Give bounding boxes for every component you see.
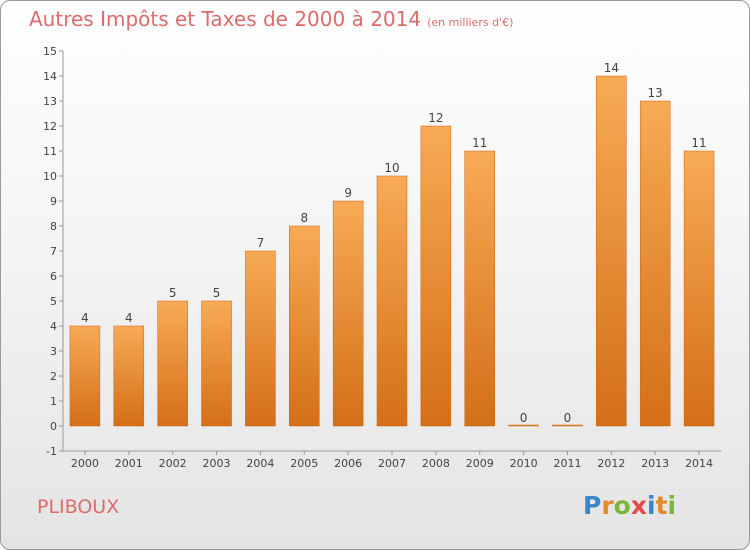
y-tick-label: 6 bbox=[50, 270, 57, 283]
y-tick-label: 9 bbox=[50, 195, 57, 208]
logo-letter: x bbox=[630, 491, 647, 520]
x-tick-label: 2005 bbox=[290, 457, 318, 470]
location-name: PLIBOUX bbox=[37, 496, 120, 518]
data-label: 5 bbox=[169, 286, 177, 300]
data-label: 12 bbox=[428, 111, 443, 125]
y-tick-label: 8 bbox=[50, 220, 57, 233]
y-tick-label: 1 bbox=[50, 395, 57, 408]
bar-2013 bbox=[639, 100, 671, 427]
x-tick-label: 2007 bbox=[378, 457, 406, 470]
y-tick-label: 0 bbox=[50, 420, 57, 433]
x-tick-label: 2008 bbox=[422, 457, 450, 470]
x-tick-label: 2011 bbox=[553, 457, 581, 470]
x-tick-label: 2001 bbox=[115, 457, 143, 470]
data-label: 14 bbox=[604, 61, 619, 75]
y-tick-label: 10 bbox=[43, 170, 57, 183]
data-label: 7 bbox=[257, 236, 265, 250]
x-tick-label: 2000 bbox=[71, 457, 99, 470]
bar-2000 bbox=[69, 325, 101, 427]
bar-2007 bbox=[376, 175, 408, 427]
y-tick-label: 3 bbox=[50, 345, 57, 358]
data-label: 4 bbox=[125, 311, 133, 325]
x-tick-label: 2010 bbox=[510, 457, 538, 470]
bar-2014 bbox=[683, 150, 715, 427]
proxiti-logo: Proxiti bbox=[583, 491, 676, 520]
data-label: 0 bbox=[520, 411, 528, 425]
chart-title: Autres Impôts et Taxes de 2000 à 2014 (en… bbox=[29, 7, 513, 31]
bar-2005 bbox=[289, 225, 320, 427]
bar-2009 bbox=[464, 150, 495, 427]
data-label: 11 bbox=[472, 136, 487, 150]
y-tick-label: 15 bbox=[43, 45, 57, 58]
data-labels: 4 4 5 5 7 8 9 10 12 11 0 0 14 13 11 bbox=[81, 61, 707, 425]
bar-2003 bbox=[201, 300, 232, 427]
bar-2012 bbox=[596, 75, 627, 427]
y-tick-label: -1 bbox=[46, 445, 57, 458]
x-tick-label: 2013 bbox=[641, 457, 669, 470]
bar-2002 bbox=[157, 300, 188, 427]
logo-letter: i bbox=[647, 491, 656, 520]
data-label: 13 bbox=[648, 86, 663, 100]
y-tick-label: 13 bbox=[43, 95, 57, 108]
y-tick-label: 14 bbox=[43, 70, 57, 83]
x-tick-label: 2004 bbox=[246, 457, 274, 470]
bar-2004 bbox=[245, 250, 276, 427]
logo-letter: i bbox=[667, 491, 677, 520]
data-label: 10 bbox=[384, 161, 399, 175]
y-tick-label: 5 bbox=[50, 295, 57, 308]
data-label: 0 bbox=[564, 411, 572, 425]
x-tick-label: 2012 bbox=[597, 457, 625, 470]
data-label: 9 bbox=[344, 186, 352, 200]
x-tick-label: 2006 bbox=[334, 457, 362, 470]
chart-title-text: Autres Impôts et Taxes de 2000 à 2014 bbox=[29, 7, 422, 31]
chart-subtitle: (en milliers d'€) bbox=[427, 16, 514, 29]
x-tick-label: 2003 bbox=[203, 457, 231, 470]
x-tick-label: 2014 bbox=[685, 457, 713, 470]
data-label: 5 bbox=[213, 286, 221, 300]
bar-2011 bbox=[552, 424, 583, 427]
bar-2001 bbox=[113, 325, 145, 427]
data-label: 8 bbox=[300, 211, 308, 225]
x-tick-label: 2002 bbox=[159, 457, 187, 470]
logo-letter: r bbox=[601, 491, 614, 520]
logo-letter: o bbox=[613, 491, 631, 520]
data-label: 4 bbox=[81, 311, 89, 325]
bar-2006 bbox=[332, 200, 364, 427]
bar-2008 bbox=[420, 125, 452, 427]
bar-2010 bbox=[508, 424, 539, 427]
logo-letter: t bbox=[655, 491, 668, 520]
y-tick-label: 4 bbox=[50, 320, 57, 333]
y-tick-label: 12 bbox=[43, 120, 57, 133]
bars bbox=[69, 75, 715, 427]
y-tick-label: 7 bbox=[50, 245, 57, 258]
y-tick-label: 11 bbox=[43, 145, 57, 158]
y-tick-label: 2 bbox=[50, 370, 57, 383]
data-label: 11 bbox=[691, 136, 706, 150]
logo-letter: P bbox=[583, 491, 602, 520]
x-tick-label: 2009 bbox=[466, 457, 494, 470]
